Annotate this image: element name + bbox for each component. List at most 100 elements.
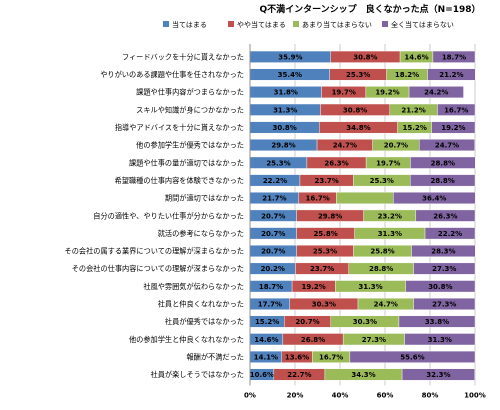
- bar-segment: [393, 192, 476, 204]
- data-label: 14.1%: [254, 353, 278, 361]
- data-label: 31.8%: [274, 89, 298, 97]
- data-label: 20.7%: [384, 142, 408, 150]
- data-label: 18.2%: [395, 71, 419, 79]
- data-label: 20.7%: [295, 318, 319, 326]
- data-label: 18.7%: [259, 283, 283, 291]
- x-tick-label: 20%: [287, 391, 304, 399]
- data-label: 25.3%: [266, 159, 290, 167]
- data-label: 14.6%: [404, 53, 428, 61]
- data-label: 28.3%: [431, 248, 455, 256]
- category-label: 期間が適切ではなかった: [165, 194, 244, 203]
- bar-segment: [437, 103, 476, 116]
- legend-label: 当てはまる: [172, 20, 207, 29]
- legend-swatch: [228, 21, 234, 27]
- data-label: 20.2%: [261, 265, 285, 273]
- data-label: 25.3%: [346, 71, 370, 79]
- category-label: 課題や仕事内容がつまらなかった: [136, 88, 244, 97]
- data-label: 25.8%: [313, 230, 337, 238]
- data-label: 27.3%: [362, 336, 386, 344]
- bar-segment: [411, 245, 476, 257]
- data-label: 19.2%: [302, 283, 326, 291]
- data-label: 29.8%: [318, 212, 342, 220]
- data-label: 35.9%: [278, 53, 302, 61]
- data-label: 14.6%: [254, 336, 278, 344]
- data-label: 10.6%: [250, 371, 274, 379]
- category-label: スキルや知識が身につかなかった: [136, 105, 244, 114]
- data-label: 30.8%: [353, 53, 377, 61]
- data-label: 28.8%: [430, 177, 454, 185]
- category-label: 希望職種の仕事内容を体験できなかった: [115, 176, 244, 185]
- data-label: 24.2%: [424, 89, 448, 97]
- legend-item: 当てはまる: [163, 20, 207, 29]
- data-label: 15.2%: [255, 318, 279, 326]
- legend-swatch: [163, 21, 169, 27]
- data-label: 19.7%: [332, 89, 356, 97]
- data-label: 29.8%: [271, 142, 295, 150]
- legend-item: あまり当てはまらない: [293, 20, 372, 29]
- x-tick-label: 40%: [332, 391, 349, 399]
- category-label: 課題や仕事の量が適切ではなかった: [129, 158, 244, 167]
- data-label: 17.7%: [258, 301, 282, 309]
- data-label: 27.3%: [432, 301, 456, 309]
- legend-swatch: [293, 21, 299, 27]
- data-label: 13.6%: [285, 353, 309, 361]
- category-label: 社員と仲良くなれなかった: [158, 300, 244, 309]
- data-label: 23.7%: [310, 265, 334, 273]
- legend-swatch: [382, 21, 388, 27]
- bar-segment: [404, 333, 476, 346]
- category-label: 就活の参考にならなかった: [158, 229, 244, 238]
- category-label: 報酬が不満だった: [186, 352, 244, 361]
- category-label: やりがいのある課題や仕事を任されなかった: [100, 70, 244, 79]
- data-label: 22.7%: [287, 371, 311, 379]
- data-label: 23.2%: [378, 212, 402, 220]
- data-label: 30.8%: [343, 106, 367, 114]
- bar-segment: [398, 315, 476, 328]
- data-label: 30.3%: [353, 318, 377, 326]
- data-label: 30.8%: [273, 124, 297, 132]
- bar-segment: [424, 227, 476, 240]
- x-tick-label: 100%: [464, 391, 486, 399]
- data-label: 30.8%: [428, 283, 452, 291]
- x-tick-label: 80%: [422, 391, 439, 399]
- data-label: 35.4%: [278, 71, 302, 79]
- data-label: 28.8%: [369, 265, 393, 273]
- bar-segment: [410, 156, 476, 169]
- data-label: 15.2%: [403, 124, 427, 132]
- category-label: 他の参加学生と仲良くなれなかった: [129, 335, 244, 344]
- data-label: 21.2%: [401, 106, 425, 114]
- data-label: 31.3%: [378, 230, 402, 238]
- data-label: 22.2%: [438, 230, 462, 238]
- data-label: 34.3%: [351, 371, 375, 379]
- data-label: 25.3%: [370, 177, 394, 185]
- data-label: 24.7%: [435, 142, 459, 150]
- data-label: 19.2%: [441, 124, 465, 132]
- data-label: 26.8%: [301, 336, 325, 344]
- data-label: 32.3%: [426, 371, 450, 379]
- data-label: 22.2%: [263, 177, 287, 185]
- data-label: 36.4%: [422, 195, 446, 203]
- category-label: その会社の仕事内容についての理解が深まらなかった: [72, 264, 244, 273]
- x-tick-label: 0%: [244, 391, 256, 399]
- data-label: 20.7%: [261, 230, 285, 238]
- data-label: 19.2%: [375, 89, 399, 97]
- data-label: 21.2%: [439, 71, 463, 79]
- data-label: 31.3%: [358, 283, 382, 291]
- data-label: 55.6%: [400, 353, 424, 361]
- data-label: 16.7%: [305, 195, 329, 203]
- data-label: 26.3%: [324, 159, 348, 167]
- data-label: 33.8%: [425, 318, 449, 326]
- data-label: 25.8%: [370, 248, 394, 256]
- data-label: 31.3%: [273, 106, 297, 114]
- bar-segment: [431, 121, 476, 134]
- data-label: 18.7%: [442, 53, 466, 61]
- bar-segment: [405, 280, 476, 293]
- bar-segment: [408, 86, 464, 99]
- data-label: 28.8%: [431, 159, 455, 167]
- data-label: 27.3%: [432, 265, 456, 273]
- data-label: 24.7%: [374, 301, 398, 309]
- bar-segment: [410, 174, 476, 187]
- data-label: 20.7%: [261, 212, 285, 220]
- category-label: その会社の属する業界についての理解が深まらなかった: [65, 247, 244, 256]
